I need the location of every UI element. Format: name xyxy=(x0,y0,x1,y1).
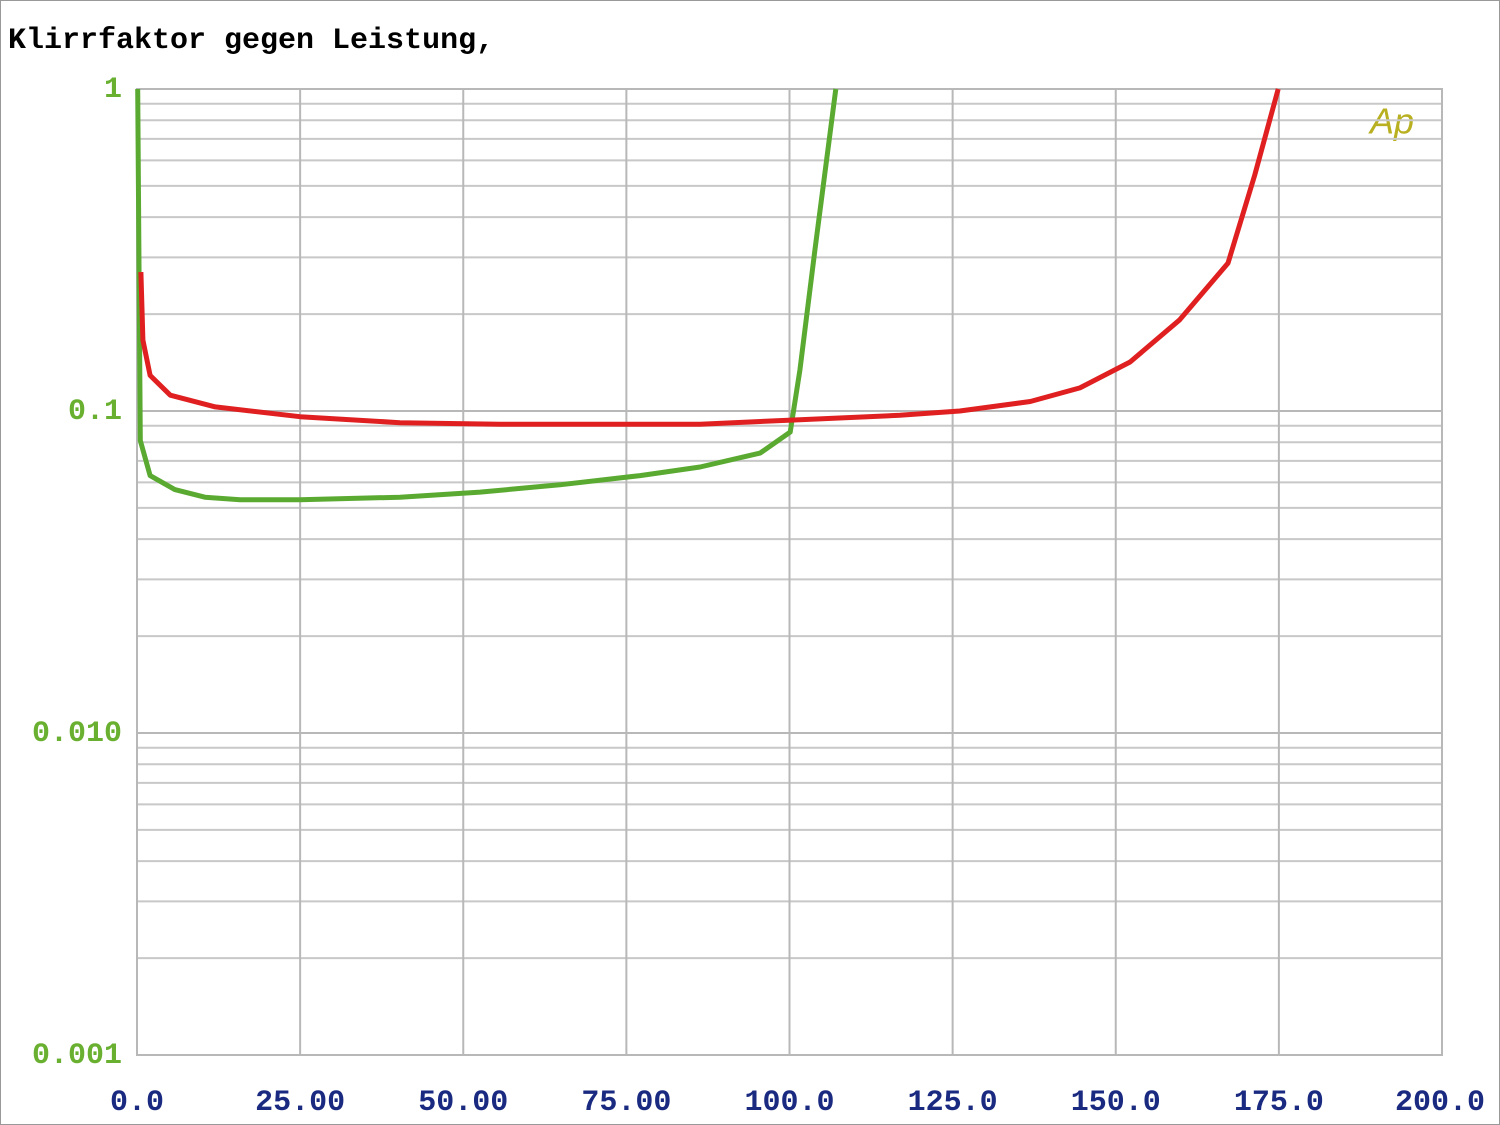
plot-border xyxy=(136,88,1443,1056)
chart-title: Klirrfaktor gegen Leistung, xyxy=(8,24,494,58)
series-line xyxy=(138,88,1281,427)
x-tick-label: 75.00 xyxy=(581,1086,671,1120)
x-tick-label: 125.0 xyxy=(908,1086,998,1120)
x-tick-label: 150.0 xyxy=(1071,1086,1161,1120)
y-tick-label: 0.010 xyxy=(32,717,122,751)
x-tick-label: 100.0 xyxy=(744,1086,834,1120)
y-tick-label: 1 xyxy=(104,73,122,107)
x-tick-label: 175.0 xyxy=(1234,1086,1324,1120)
y-tick-label: 0.1 xyxy=(68,395,122,429)
x-tick-label: 200.0 xyxy=(1395,1086,1485,1120)
x-tick-label: 50.00 xyxy=(418,1086,508,1120)
series-line xyxy=(135,88,839,503)
x-tick-label: 0.0 xyxy=(110,1086,164,1120)
y-tick-label: 0.001 xyxy=(32,1039,122,1073)
x-tick-label: 25.00 xyxy=(255,1086,345,1120)
